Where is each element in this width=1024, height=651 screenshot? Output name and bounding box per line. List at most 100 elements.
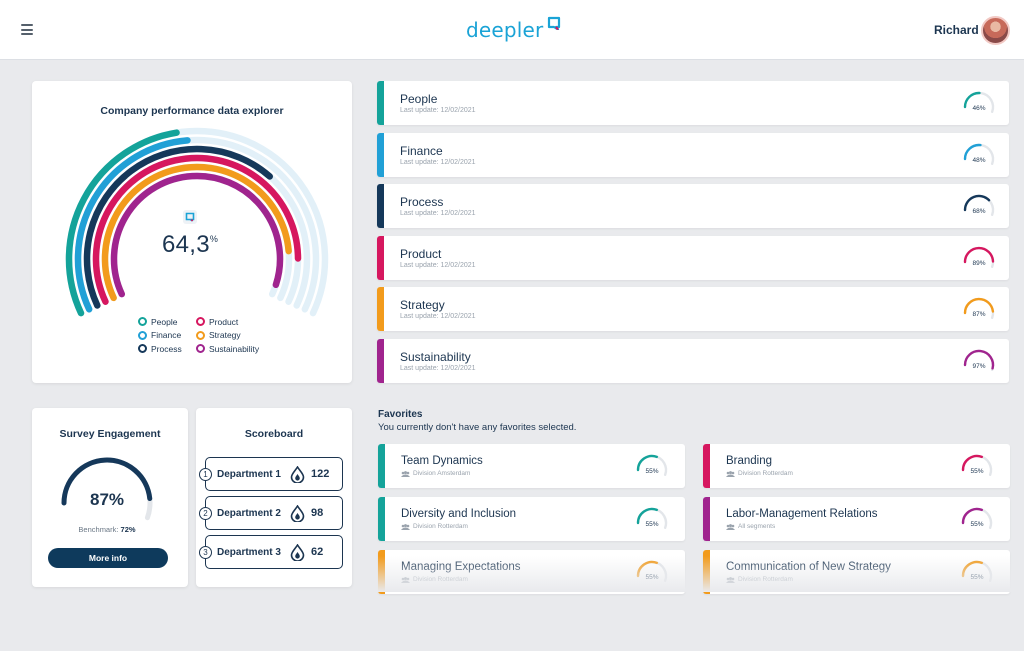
- segment-label: Division Amsterdam: [413, 470, 471, 477]
- department-name: Department 3: [217, 547, 281, 558]
- favorite-percent: 55%: [645, 574, 659, 581]
- more-info-button[interactable]: More info: [48, 548, 168, 568]
- survey-value: 87%: [89, 490, 125, 509]
- legend-item-finance[interactable]: Finance: [138, 329, 182, 343]
- favorite-percent: 55%: [645, 521, 659, 528]
- legend-label: Sustainability: [209, 343, 260, 354]
- favorite-percent: 55%: [970, 521, 984, 528]
- legend-label: People: [151, 316, 178, 327]
- gauge-fill: [963, 246, 995, 264]
- favorite-segment: All segments: [726, 523, 775, 530]
- group-icon: [726, 576, 735, 583]
- segment-label: All segments: [738, 523, 776, 530]
- category-date: Last update: 12/02/2021: [400, 365, 476, 372]
- drop-icon: [290, 505, 305, 522]
- legend-item-process[interactable]: Process: [138, 342, 182, 356]
- segment-label: Division Rotterdam: [738, 576, 793, 583]
- favorite-segment: Division Amsterdam: [401, 470, 470, 477]
- favorites-title: Favorites: [378, 409, 423, 420]
- category-row-sustainability[interactable]: Sustainability Last update: 12/02/2021 9…: [377, 339, 1009, 383]
- product-dot-icon: [196, 317, 205, 327]
- scoreboard-row[interactable]: 2 Department 2 98: [199, 496, 343, 530]
- category-percent: 87%: [972, 311, 986, 318]
- favorite-segment: Division Rotterdam: [726, 470, 793, 477]
- favorite-gauge: [636, 507, 668, 529]
- gauge-fill: [963, 194, 991, 212]
- scoreboard-row[interactable]: 1 Department 1 122: [199, 457, 343, 491]
- favorite-stripe: [703, 444, 710, 488]
- gauge-track: [92, 154, 302, 305]
- gauge-fill: [963, 297, 995, 315]
- hamburger-icon[interactable]: [21, 24, 33, 35]
- category-stripe: [377, 236, 384, 280]
- favorite-gauge: [636, 454, 668, 476]
- category-row-people[interactable]: People Last update: 12/02/2021 46%: [377, 81, 1009, 125]
- legend-item-product[interactable]: Product: [196, 315, 259, 329]
- drop-icon: [290, 466, 305, 483]
- category-row-finance[interactable]: Finance Last update: 12/02/2021 48%: [377, 133, 1009, 177]
- legend-item-strategy[interactable]: Strategy: [196, 329, 259, 343]
- favorite-gauge: [961, 454, 993, 476]
- category-row-process[interactable]: Process Last update: 12/02/2021 68%: [377, 184, 1009, 228]
- legend-label: Product: [209, 316, 239, 327]
- rank-badge: 1: [199, 468, 212, 481]
- favorite-card[interactable]: Branding Division Rotterdam 55%: [703, 444, 1010, 488]
- segment-label: Division Rotterdam: [413, 576, 468, 583]
- favorite-percent: 55%: [645, 468, 659, 475]
- scoreboard-card: Scoreboard 1 Department 1 122 2 Departme…: [196, 408, 352, 587]
- legend-label: Process: [151, 343, 182, 354]
- avatar[interactable]: [981, 16, 1010, 45]
- favorite-percent: 55%: [970, 468, 984, 475]
- department-name: Department 2: [217, 508, 281, 519]
- category-percent: 89%: [972, 260, 986, 267]
- benchmark-label: Benchmark:: [78, 525, 119, 534]
- department-name: Department 1: [217, 469, 281, 480]
- category-row-product[interactable]: Product Last update: 12/02/2021 89%: [377, 236, 1009, 280]
- favorite-card[interactable]: Labor-Management Relations All segments …: [703, 497, 1010, 541]
- group-icon: [726, 523, 735, 530]
- favorite-gauge: [636, 560, 668, 582]
- gauge-fill: [963, 349, 995, 370]
- category-row-strategy[interactable]: Strategy Last update: 12/02/2021 87%: [377, 287, 1009, 331]
- user-name[interactable]: Richard: [934, 23, 979, 37]
- favorite-name: Team Dynamics: [401, 455, 483, 467]
- category-name: People: [400, 92, 438, 106]
- group-icon: [401, 470, 410, 477]
- favorite-card[interactable]: Diversity and Inclusion Division Rotterd…: [378, 497, 685, 541]
- process-dot-icon: [138, 344, 147, 354]
- category-date: Last update: 12/02/2021: [400, 107, 476, 114]
- favorite-stripe: [378, 497, 385, 541]
- department-score: 98: [311, 507, 324, 519]
- gauge-fill-sustainability: [110, 172, 284, 298]
- favorite-stripe: [378, 550, 385, 594]
- department-score: 122: [311, 468, 330, 480]
- gauge-fill: [961, 507, 983, 525]
- scoreboard-row[interactable]: 3 Department 3 62: [199, 535, 343, 569]
- legend-label: Strategy: [209, 330, 241, 341]
- gauge-fill-finance: [74, 137, 191, 313]
- legend-item-sustainability[interactable]: Sustainability: [196, 342, 259, 356]
- gauge-fill: [961, 454, 983, 472]
- favorite-name: Communication of New Strategy: [726, 561, 891, 573]
- category-name: Finance: [400, 144, 443, 158]
- legend-right: Product Strategy Sustainability: [196, 315, 259, 356]
- survey-engagement-card: Survey Engagement 87% Benchmark: 72% Mor…: [32, 408, 188, 587]
- survey-title: Survey Engagement: [59, 428, 161, 440]
- favorite-card[interactable]: Managing Expectations Division Rotterdam…: [378, 550, 685, 594]
- category-stripe: [377, 184, 384, 228]
- logo-text: deepler: [466, 18, 544, 42]
- segment-label: Division Rotterdam: [738, 470, 793, 477]
- category-name: Process: [400, 195, 444, 209]
- legend-item-people[interactable]: People: [138, 315, 182, 329]
- favorite-stripe: [703, 550, 710, 594]
- favorite-segment: Division Rotterdam: [726, 576, 793, 583]
- benchmark-value: 72%: [120, 525, 136, 534]
- favorite-segment: Division Rotterdam: [401, 523, 468, 530]
- favorite-card[interactable]: Communication of New Strategy Division R…: [703, 550, 1010, 594]
- category-stripe: [377, 81, 384, 125]
- finance-dot-icon: [138, 330, 147, 340]
- favorite-stripe: [703, 497, 710, 541]
- benchmark: Benchmark: 72%: [32, 525, 182, 534]
- favorite-card[interactable]: Team Dynamics Division Amsterdam 55%: [378, 444, 685, 488]
- gauge-fill: [963, 91, 981, 109]
